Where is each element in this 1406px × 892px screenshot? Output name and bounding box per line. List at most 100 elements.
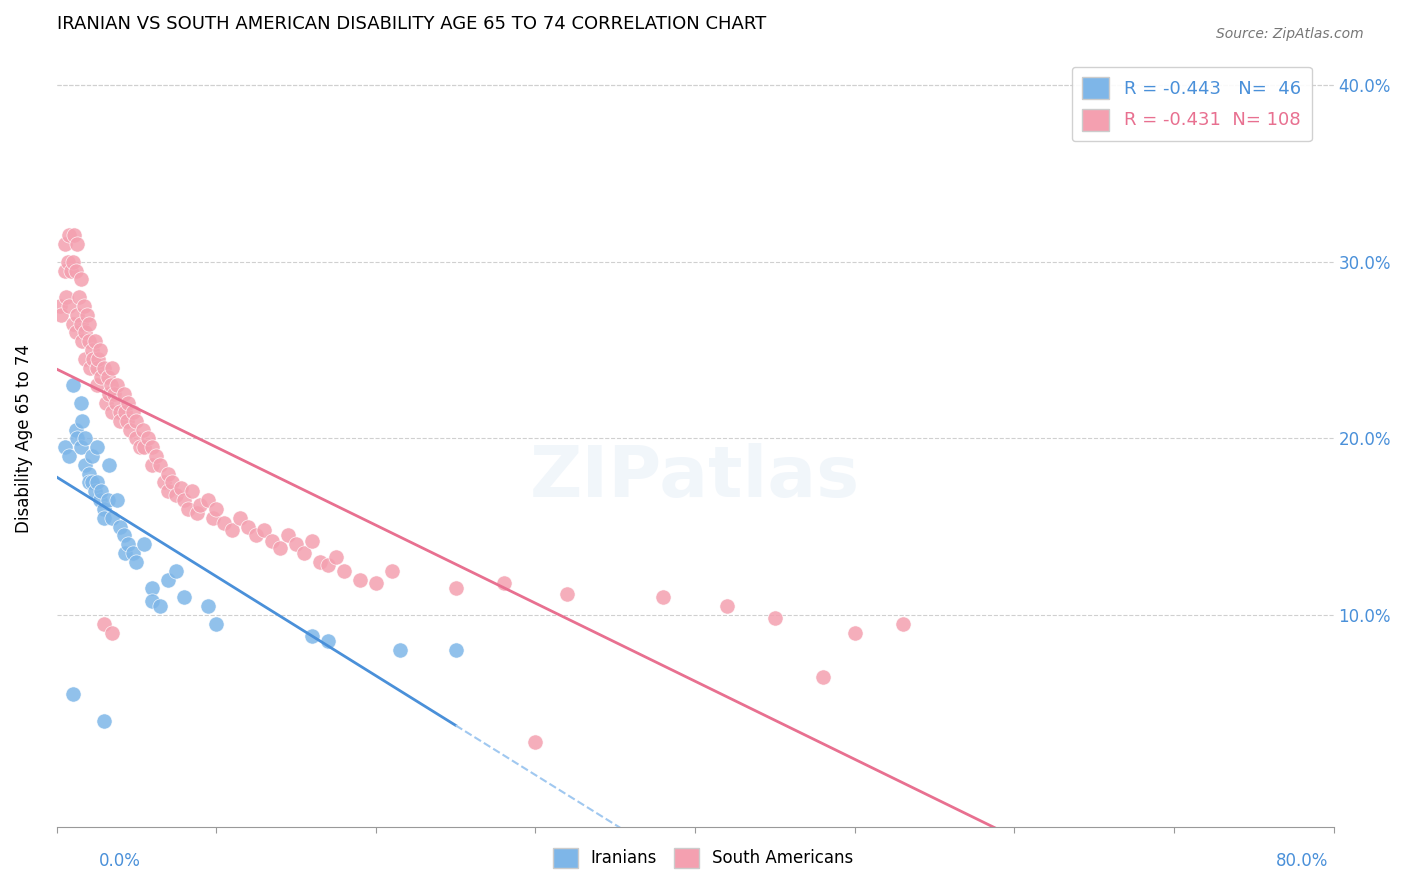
Point xyxy=(891,616,914,631)
Point xyxy=(103,387,125,401)
Point xyxy=(75,431,97,445)
Point xyxy=(62,687,84,701)
Point xyxy=(82,351,104,366)
Point xyxy=(197,493,219,508)
Point xyxy=(101,405,124,419)
Point xyxy=(316,558,339,573)
Point xyxy=(93,714,115,728)
Point xyxy=(59,263,82,277)
Point xyxy=(381,564,404,578)
Point xyxy=(69,440,91,454)
Point xyxy=(56,254,79,268)
Point xyxy=(75,326,97,340)
Text: 0.0%: 0.0% xyxy=(98,852,141,870)
Point xyxy=(84,484,107,499)
Point xyxy=(53,440,76,454)
Point xyxy=(229,510,252,524)
Point xyxy=(70,334,93,349)
Point xyxy=(364,576,387,591)
Point xyxy=(157,573,180,587)
Point xyxy=(75,351,97,366)
Point xyxy=(110,414,132,428)
Point xyxy=(93,510,115,524)
Point xyxy=(94,396,117,410)
Point xyxy=(141,594,163,608)
Point xyxy=(844,625,866,640)
Point xyxy=(89,343,111,357)
Point xyxy=(62,254,84,268)
Point xyxy=(90,369,112,384)
Point xyxy=(77,317,100,331)
Point xyxy=(97,493,120,508)
Point xyxy=(253,523,276,537)
Point xyxy=(149,599,172,613)
Point xyxy=(165,564,187,578)
Point xyxy=(349,573,371,587)
Text: Source: ZipAtlas.com: Source: ZipAtlas.com xyxy=(1216,27,1364,41)
Point xyxy=(86,360,108,375)
Point xyxy=(75,458,97,472)
Point xyxy=(652,591,675,605)
Point xyxy=(811,670,834,684)
Point xyxy=(110,519,132,533)
Point xyxy=(122,405,145,419)
Point xyxy=(104,396,127,410)
Point xyxy=(77,334,100,349)
Point xyxy=(170,481,193,495)
Point xyxy=(86,440,108,454)
Point xyxy=(152,475,174,490)
Point xyxy=(98,387,121,401)
Point xyxy=(51,308,73,322)
Point xyxy=(301,629,323,643)
Point xyxy=(205,616,228,631)
Point xyxy=(101,360,124,375)
Point xyxy=(309,555,332,569)
Y-axis label: Disability Age 65 to 74: Disability Age 65 to 74 xyxy=(15,344,32,533)
Point xyxy=(65,423,87,437)
Point xyxy=(114,546,136,560)
Text: IRANIAN VS SOUTH AMERICAN DISABILITY AGE 65 TO 74 CORRELATION CHART: IRANIAN VS SOUTH AMERICAN DISABILITY AGE… xyxy=(56,15,766,33)
Point xyxy=(141,440,163,454)
Point xyxy=(125,555,148,569)
Point xyxy=(212,516,235,530)
Point xyxy=(444,582,467,596)
Point xyxy=(114,405,136,419)
Point xyxy=(58,228,80,243)
Point xyxy=(134,440,156,454)
Point xyxy=(76,308,98,322)
Point xyxy=(134,537,156,551)
Point xyxy=(62,378,84,392)
Point xyxy=(160,475,183,490)
Point xyxy=(165,488,187,502)
Point xyxy=(132,423,155,437)
Point xyxy=(325,549,347,564)
Point xyxy=(62,317,84,331)
Point xyxy=(86,475,108,490)
Point xyxy=(221,523,243,537)
Point xyxy=(149,458,172,472)
Point xyxy=(157,467,180,481)
Point xyxy=(90,484,112,499)
Point xyxy=(69,396,91,410)
Point xyxy=(80,343,103,357)
Point xyxy=(557,587,579,601)
Point xyxy=(115,414,138,428)
Point xyxy=(238,519,260,533)
Point xyxy=(58,449,80,463)
Point xyxy=(125,414,148,428)
Point xyxy=(93,616,115,631)
Point xyxy=(93,502,115,516)
Point xyxy=(188,499,211,513)
Point xyxy=(157,484,180,499)
Point xyxy=(65,326,87,340)
Point xyxy=(69,317,91,331)
Point xyxy=(98,458,121,472)
Point xyxy=(101,625,124,640)
Point xyxy=(87,351,110,366)
Point xyxy=(73,299,96,313)
Point xyxy=(141,582,163,596)
Point xyxy=(492,576,515,591)
Point xyxy=(80,475,103,490)
Point xyxy=(49,299,72,313)
Point xyxy=(181,484,204,499)
